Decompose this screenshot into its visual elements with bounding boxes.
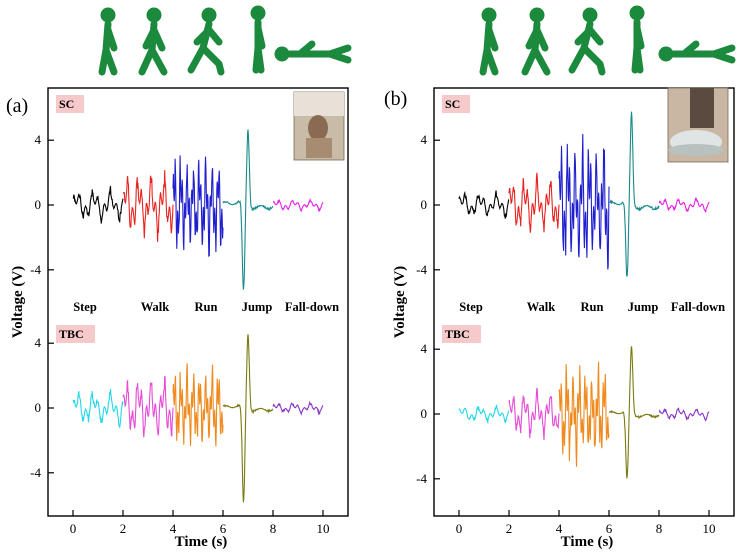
x-tick-label: 0: [456, 521, 463, 536]
activity-figure-icon: [274, 40, 352, 64]
series-line-jump: [222, 334, 274, 503]
series-line-run: [558, 361, 610, 467]
y-tick-label: 4: [421, 341, 428, 356]
subplot-sc-b: -4 0 4 SC Step Walk Run Jump Fall-down: [416, 95, 725, 314]
segment-label: Run: [581, 300, 604, 314]
plot-frame-a: [47, 87, 349, 517]
series-line-walk: [122, 376, 174, 438]
activity-figure-icon: [187, 7, 225, 76]
activity-figure-icon: [658, 40, 736, 64]
x-tick-label: 6: [606, 521, 613, 536]
series-line-run: [172, 363, 224, 447]
series-line-step: [72, 185, 124, 224]
subplot-tag: SC: [445, 97, 460, 111]
subplot-sc-a: -4 0 4 SC Step Walk Run Jump Fall-down: [30, 95, 339, 314]
x-axis-b: 0 2 4 6 8 10: [456, 510, 716, 536]
activity-figure-icon: [629, 5, 645, 74]
series-line-fall-down: [658, 406, 710, 422]
series-line-step: [72, 388, 124, 429]
series-line-step: [458, 404, 510, 425]
activity-figure-icon: [568, 7, 606, 76]
series-line-fall-down: [272, 400, 324, 416]
series-line-walk: [508, 387, 560, 441]
segment-label: Jump: [242, 300, 273, 314]
segment-label: Step: [73, 300, 97, 314]
segment-label: Fall-down: [671, 300, 725, 314]
series-line-walk: [122, 170, 174, 242]
series-line-step: [458, 190, 510, 219]
series-line-jump: [222, 129, 274, 290]
y-axis-label-b: Voltage (V): [392, 266, 408, 338]
x-tick-label: 4: [170, 521, 177, 536]
series-line-run: [172, 155, 224, 257]
y-tick-label: -4: [416, 471, 427, 486]
y-tick-label: -4: [30, 262, 41, 277]
series-line-run: [558, 133, 610, 270]
x-axis-label-a: Time (s): [175, 534, 228, 550]
y-tick-label: 4: [421, 132, 428, 147]
series-line-fall-down: [658, 197, 710, 213]
activity-figures-a: [98, 5, 352, 76]
segment-label: Walk: [527, 300, 556, 314]
subplot-tbc-b: -4 0 4 TBC: [416, 325, 710, 486]
x-tick-label: 8: [656, 521, 663, 536]
series-line-jump: [608, 346, 660, 479]
subplot-tag-bg: [56, 325, 95, 343]
y-tick-label: -4: [416, 262, 427, 277]
segment-label: Run: [195, 300, 218, 314]
x-tick-label: 8: [270, 521, 277, 536]
activity-figures-b: [479, 5, 736, 76]
subplot-tbc-a: -4 0 4 TBC: [30, 325, 324, 503]
x-tick-label: 10: [317, 521, 330, 536]
x-axis-a: 0 2 4 6 8 10: [70, 510, 330, 536]
x-axis-label-b: Time (s): [561, 534, 614, 550]
activity-figure-icon: [521, 7, 551, 76]
series-line-walk: [508, 172, 560, 233]
photo-inset-b: [667, 87, 729, 163]
plot-frame-b: [433, 87, 735, 517]
subplot-tag-bg: [442, 95, 470, 113]
segment-label: Fall-down: [285, 300, 339, 314]
subplot-tag-bg: [56, 95, 84, 113]
panel-b: (b) Voltage (V) Time (s) -4 0 4 SC Step Walk R…: [384, 5, 736, 550]
x-tick-label: 4: [556, 521, 563, 536]
x-tick-label: 10: [703, 521, 716, 536]
series-line-jump: [608, 111, 660, 277]
panel-label-a: (a): [6, 95, 28, 117]
y-tick-label: 4: [35, 335, 42, 350]
x-tick-label: 6: [220, 521, 227, 536]
panel-label-b: (b): [384, 88, 407, 110]
y-tick-label: 0: [35, 400, 42, 415]
x-tick-label: 0: [70, 521, 77, 536]
photo-inset-a: [293, 91, 345, 161]
activity-figure-icon: [138, 7, 168, 76]
x-tick-label: 2: [506, 521, 513, 536]
y-tick-label: 0: [421, 197, 428, 212]
y-tick-label: 0: [35, 197, 42, 212]
series-line-fall-down: [272, 198, 324, 213]
y-tick-label: -4: [30, 465, 41, 480]
activity-figure-icon: [98, 7, 118, 76]
subplot-tag: SC: [59, 97, 74, 111]
x-tick-label: 2: [120, 521, 127, 536]
subplot-tag-bg: [442, 325, 481, 343]
segment-label: Step: [459, 300, 483, 314]
y-tick-label: 0: [421, 406, 428, 421]
activity-figure-icon: [250, 5, 266, 74]
y-axis-label-a: Voltage (V): [10, 266, 26, 338]
panel-a: (a) Voltage (V) Time (s) -4 0 4 SC Step Walk R…: [6, 5, 352, 550]
y-tick-label: 4: [35, 132, 42, 147]
segment-label: Jump: [628, 300, 659, 314]
activity-figure-icon: [479, 7, 499, 76]
subplot-tag: TBC: [59, 327, 84, 341]
segment-label: Walk: [141, 300, 170, 314]
subplot-tag: TBC: [445, 327, 470, 341]
